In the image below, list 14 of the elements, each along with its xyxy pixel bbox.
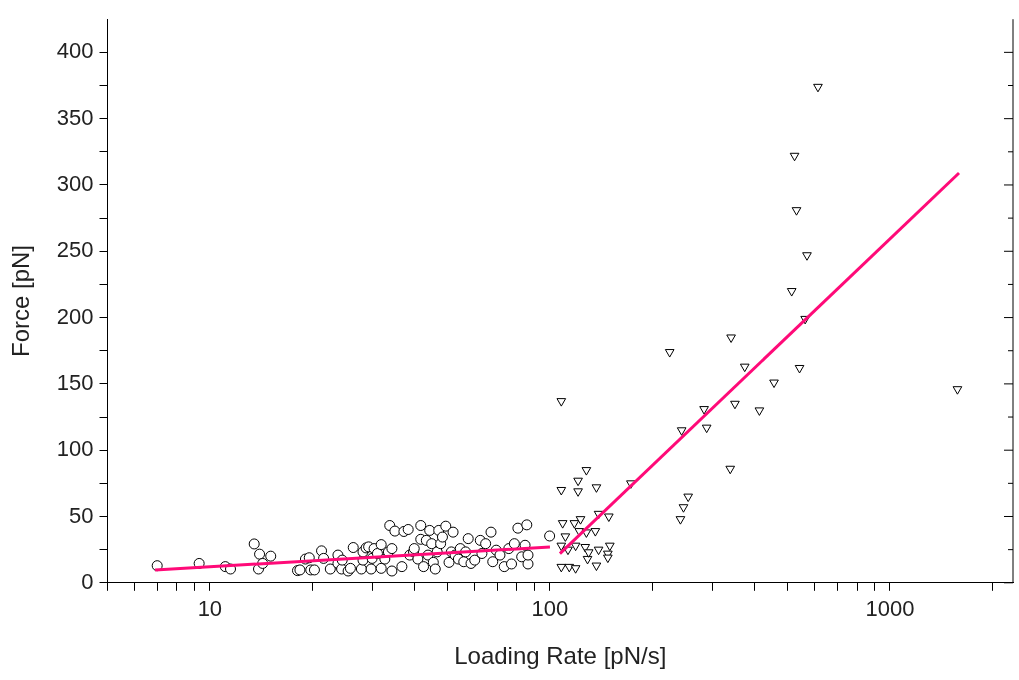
x-axis-title: Loading Rate [pN/s] <box>454 642 667 670</box>
y-tick-label: 50 <box>69 502 94 528</box>
y-tick-label: 400 <box>56 38 94 64</box>
y-tick-label: 0 <box>81 568 94 594</box>
y-tick-label: 350 <box>56 104 94 130</box>
x-tick-label: 1000 <box>865 596 915 622</box>
x-tick-label: 10 <box>197 596 223 622</box>
y-tick-label: 250 <box>56 237 94 263</box>
y-tick-label: 100 <box>56 436 94 462</box>
x-tick-label: 100 <box>531 596 569 622</box>
y-tick-label: 300 <box>56 171 94 197</box>
y-tick-label: 150 <box>56 369 94 395</box>
y-tick-label: 200 <box>56 303 94 329</box>
y-axis-title: Force [pN] <box>7 244 35 358</box>
